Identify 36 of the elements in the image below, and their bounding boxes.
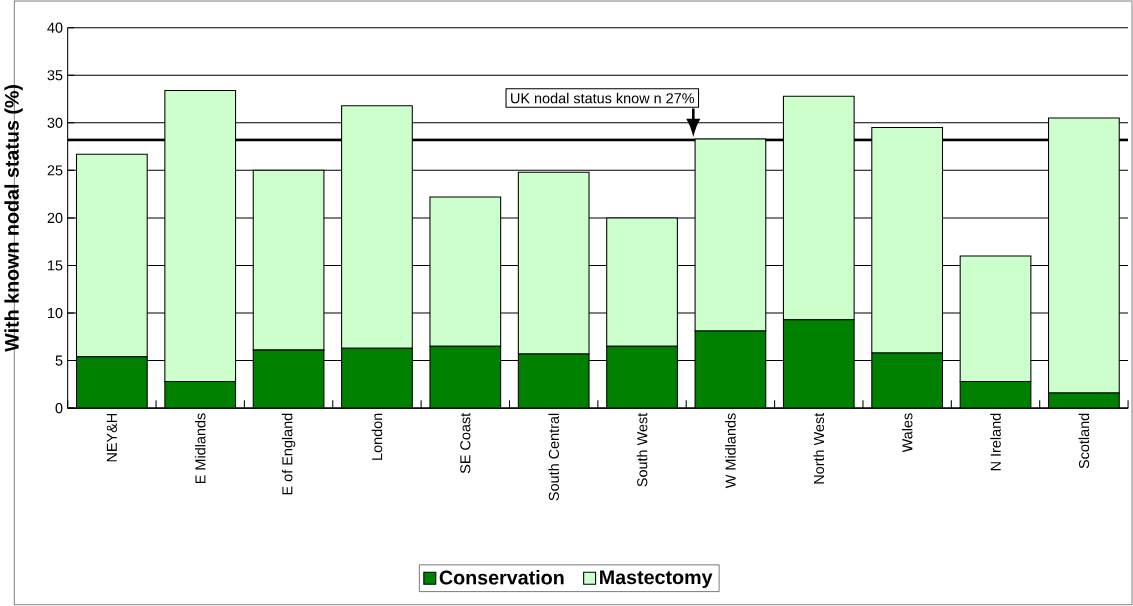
bar <box>782 319 855 409</box>
y-tick-label: 40 <box>47 22 63 33</box>
y-tick-label: 15 <box>48 260 63 271</box>
y-tick-label: 25 <box>47 165 63 176</box>
legend-label: Mastectomy <box>600 570 713 589</box>
bar <box>164 381 237 409</box>
x-tick-label: NEY&H <box>106 414 117 462</box>
y-tick-label: 20 <box>47 212 63 224</box>
bar <box>252 349 325 409</box>
x-tick-label: N Ireland <box>990 413 1001 471</box>
x-tick-label: London <box>371 413 383 460</box>
bar <box>694 330 767 409</box>
x-tick-label: SE Coast <box>460 413 471 474</box>
x-tick-label: E Midlands <box>194 413 206 484</box>
bar <box>341 347 413 409</box>
bar <box>517 353 590 409</box>
x-tick-label: E of England <box>281 413 296 495</box>
bar <box>959 381 1032 409</box>
x-tick-label: W Midlands <box>725 413 736 489</box>
ref-line-label: UK nodal status know n 27% <box>511 92 695 104</box>
x-tick-label: South Central <box>548 413 559 501</box>
legend-label: Conservation <box>439 570 564 585</box>
y-axis-title: With known nodal status (%) <box>4 85 23 352</box>
x-tick-label: North West <box>813 412 825 484</box>
y-tick-label: 5 <box>55 355 63 366</box>
x-tick-label: Wales <box>901 413 913 453</box>
bar <box>871 352 944 409</box>
y-tick-label: 35 <box>47 70 63 81</box>
bar <box>606 345 678 409</box>
x-tick-label: South West <box>636 412 648 487</box>
x-tick-label: Scotland <box>1078 413 1090 469</box>
bar <box>429 345 502 409</box>
y-tick-label: 30 <box>47 117 63 128</box>
y-tick-label: 0 <box>55 403 63 414</box>
y-tick-label: 10 <box>48 308 63 319</box>
bar <box>75 356 148 409</box>
